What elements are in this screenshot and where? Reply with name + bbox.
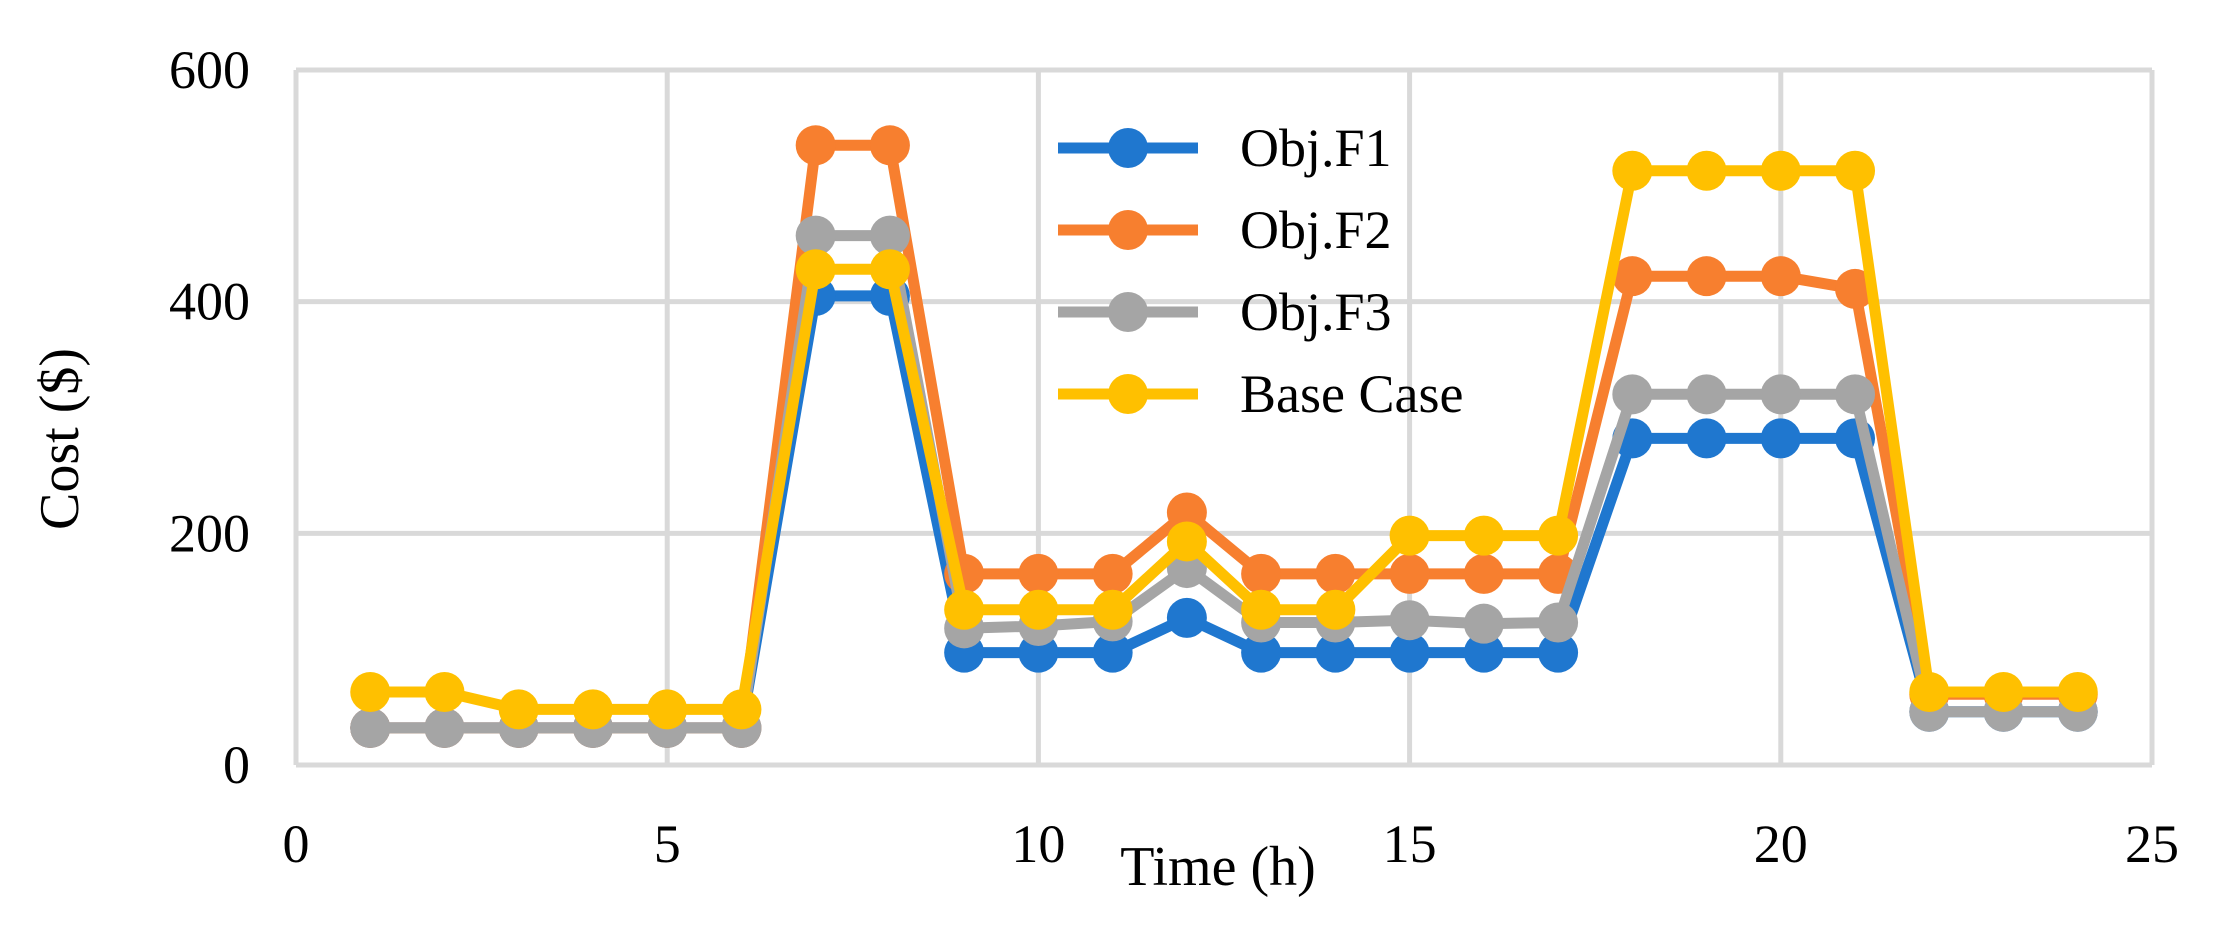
x-tick-label: 0: [283, 814, 310, 874]
data-point: [869, 125, 910, 166]
x-tick-label: 5: [654, 814, 681, 874]
data-point: [1018, 589, 1059, 630]
data-point: [1612, 256, 1653, 297]
data-point: [424, 672, 465, 713]
data-point: [1092, 632, 1133, 673]
data-point: [1315, 589, 1356, 630]
x-tick-label: 15: [1383, 814, 1437, 874]
x-tick-label: 10: [1011, 814, 1065, 874]
data-point: [1463, 632, 1504, 673]
x-axis-title: Time (h): [1120, 836, 1316, 898]
data-point: [1538, 632, 1579, 673]
y-tick-label: 200: [169, 503, 250, 563]
data-point: [1463, 515, 1504, 556]
legend-item: Base Case: [1058, 364, 1463, 424]
data-point: [1686, 256, 1727, 297]
series-line: [370, 230, 2078, 734]
data-point: [1538, 602, 1579, 643]
legend-swatch-marker: [1108, 292, 1148, 332]
data-point: [1835, 374, 1876, 415]
data-point: [1760, 150, 1801, 191]
data-point: [1166, 597, 1207, 638]
data-point: [869, 249, 910, 290]
legend-label: Obj.F2: [1240, 200, 1392, 260]
data-point: [1389, 632, 1430, 673]
data-point: [350, 672, 391, 713]
data-point: [1389, 553, 1430, 594]
data-point: [647, 689, 688, 730]
data-point: [869, 215, 910, 256]
series-group: [350, 125, 2098, 748]
data-point: [1389, 515, 1430, 556]
series-line: [370, 290, 2078, 734]
y-tick-label: 400: [169, 272, 250, 332]
legend-swatch-marker: [1108, 128, 1148, 168]
data-point: [1612, 150, 1653, 191]
data-point: [1463, 603, 1504, 644]
data-point: [795, 249, 836, 290]
data-point: [1463, 553, 1504, 594]
series-base-case: [350, 150, 2098, 730]
legend-label: Obj.F3: [1240, 282, 1392, 342]
data-point: [350, 707, 391, 748]
data-point: [1835, 150, 1876, 191]
legend-item: Obj.F2: [1058, 200, 1392, 260]
legend-swatch-marker: [1108, 210, 1148, 250]
data-point: [1315, 632, 1356, 673]
data-point: [1092, 589, 1133, 630]
series-obj-f1: [350, 275, 2098, 748]
legend-item: Obj.F3: [1058, 282, 1392, 342]
data-point: [795, 215, 836, 256]
data-point: [572, 689, 613, 730]
data-point: [2057, 672, 2098, 713]
data-point: [1241, 589, 1282, 630]
series-obj-f3: [350, 215, 2098, 748]
x-tick-label: 25: [2125, 814, 2179, 874]
legend: Obj.F1 Obj.F2 Obj.F3 Base Case: [1058, 118, 1463, 424]
data-point: [498, 689, 539, 730]
data-point: [424, 707, 465, 748]
data-point: [1686, 374, 1727, 415]
data-point: [1686, 150, 1727, 191]
data-point: [1686, 418, 1727, 459]
axes: [293, 70, 2152, 768]
legend-swatch-marker: [1108, 374, 1148, 414]
data-point: [944, 589, 985, 630]
legend-label: Base Case: [1240, 364, 1463, 424]
data-point: [1538, 515, 1579, 556]
legend-label: Obj.F1: [1240, 118, 1392, 178]
legend-item: Obj.F1: [1058, 118, 1392, 178]
x-tick-label: 20: [1754, 814, 1808, 874]
tick-labels: 0 200 400 600 0 5 10 15 20 25: [169, 40, 2179, 874]
data-point: [1166, 521, 1207, 562]
y-axis-title: Cost ($): [29, 348, 91, 530]
data-point: [1092, 553, 1133, 594]
data-point: [1612, 374, 1653, 415]
data-point: [1909, 672, 1950, 713]
data-point: [795, 125, 836, 166]
data-point: [1760, 418, 1801, 459]
data-point: [1166, 492, 1207, 533]
data-point: [1760, 374, 1801, 415]
data-point: [1983, 672, 2024, 713]
data-point: [1241, 632, 1282, 673]
data-point: [1389, 600, 1430, 641]
data-point: [1018, 553, 1059, 594]
data-point: [1241, 553, 1282, 594]
data-point: [721, 689, 762, 730]
y-tick-label: 0: [223, 735, 250, 795]
data-point: [1315, 553, 1356, 594]
data-point: [1760, 256, 1801, 297]
y-tick-label: 600: [169, 40, 250, 100]
